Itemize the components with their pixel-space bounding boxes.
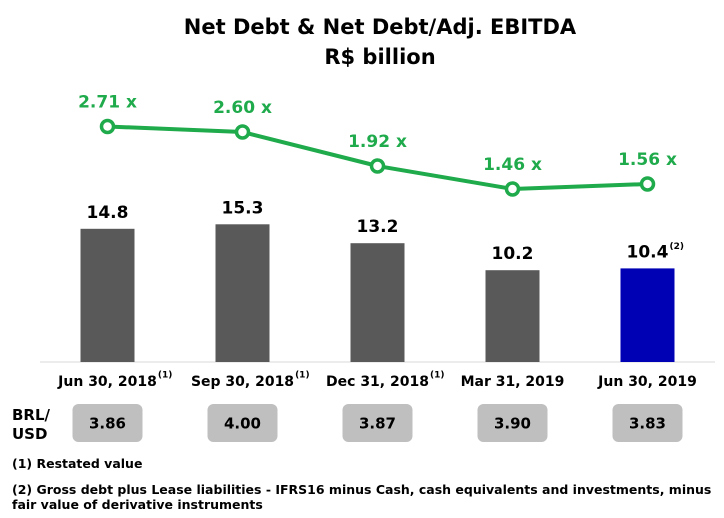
bar xyxy=(485,270,540,362)
line-point xyxy=(504,181,521,197)
data-label: 1.92 x xyxy=(348,132,407,152)
fx-value: 3.90 xyxy=(494,415,531,433)
x-tick-label: Dec 31, 2018 xyxy=(326,374,429,390)
bar xyxy=(215,224,270,362)
data-label: 13.2 xyxy=(357,217,399,237)
data-label: 14.8 xyxy=(87,203,129,223)
chart-subtitle: R$ billion xyxy=(324,45,435,69)
fx-box xyxy=(612,404,683,442)
line-point xyxy=(234,124,251,140)
footnote-marker: (2) xyxy=(669,242,684,252)
x-tick-label: Sep 30, 2018 xyxy=(191,374,294,390)
data-label: 2.60 x xyxy=(213,98,272,118)
fx-box xyxy=(342,404,413,442)
footnote: (2) Gross debt plus Lease liabilities - … xyxy=(12,482,712,512)
line-point xyxy=(99,118,116,135)
data-label: 10.4 xyxy=(627,242,669,262)
data-label: 1.46 x xyxy=(483,155,542,175)
fx-label: BRL/ USD xyxy=(12,406,51,443)
data-label: 15.3 xyxy=(222,198,264,218)
data-label: 2.71 x xyxy=(78,93,137,113)
line-point xyxy=(369,158,386,174)
bar xyxy=(620,268,675,362)
fx-value: 3.86 xyxy=(89,415,126,433)
line-point xyxy=(639,176,656,192)
fx-value: 3.83 xyxy=(629,415,666,433)
x-tick-label: Jun 30, 2019 xyxy=(597,374,697,390)
x-tick-label: Mar 31, 2019 xyxy=(461,374,565,390)
data-label: 10.2 xyxy=(492,244,534,264)
footnote: (1) Restated value xyxy=(12,456,143,471)
bar xyxy=(80,228,135,362)
footnote-marker: (1) xyxy=(430,371,445,381)
footnote-marker: (1) xyxy=(295,371,310,381)
chart-title: Net Debt & Net Debt/Adj. EBITDA xyxy=(184,15,577,39)
fx-value: 3.87 xyxy=(359,415,396,433)
x-tick-label: Jun 30, 2018 xyxy=(57,374,157,390)
data-label: 1.56 x xyxy=(618,150,677,170)
fx-value: 4.00 xyxy=(224,415,261,433)
footnote-marker: (1) xyxy=(158,371,173,381)
fx-box xyxy=(207,404,278,442)
fx-box xyxy=(477,404,548,442)
fx-box xyxy=(72,404,143,442)
bar xyxy=(350,243,405,362)
